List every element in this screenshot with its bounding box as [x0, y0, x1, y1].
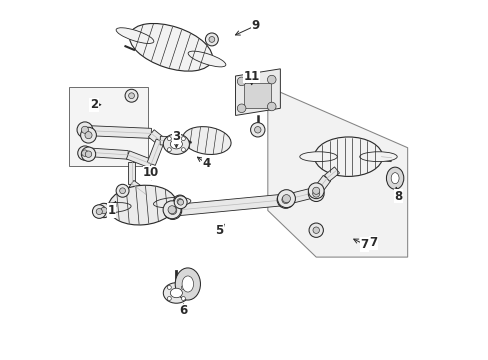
- Circle shape: [116, 184, 129, 197]
- Circle shape: [78, 146, 92, 160]
- Ellipse shape: [108, 185, 176, 225]
- Ellipse shape: [386, 167, 403, 189]
- Ellipse shape: [163, 134, 189, 154]
- Circle shape: [181, 137, 185, 141]
- Circle shape: [178, 199, 183, 205]
- Circle shape: [312, 187, 319, 194]
- Circle shape: [97, 203, 111, 218]
- Circle shape: [85, 151, 92, 157]
- Circle shape: [173, 195, 186, 208]
- Circle shape: [277, 191, 294, 208]
- Circle shape: [81, 147, 96, 161]
- Text: 8: 8: [394, 190, 402, 203]
- Text: 9: 9: [251, 19, 259, 32]
- Circle shape: [81, 150, 88, 156]
- Circle shape: [208, 36, 214, 42]
- Circle shape: [167, 297, 171, 301]
- Ellipse shape: [390, 173, 398, 184]
- Circle shape: [281, 196, 289, 204]
- Circle shape: [181, 297, 185, 301]
- Ellipse shape: [359, 152, 396, 162]
- Polygon shape: [148, 130, 163, 144]
- Circle shape: [205, 33, 218, 46]
- FancyBboxPatch shape: [69, 87, 147, 166]
- Polygon shape: [235, 69, 280, 116]
- Circle shape: [128, 93, 134, 99]
- Ellipse shape: [299, 152, 337, 162]
- Polygon shape: [380, 153, 391, 162]
- Circle shape: [237, 104, 245, 113]
- Circle shape: [167, 285, 171, 289]
- Circle shape: [101, 207, 107, 214]
- Ellipse shape: [153, 197, 190, 208]
- Circle shape: [277, 190, 295, 208]
- Polygon shape: [267, 87, 407, 257]
- Text: 3: 3: [172, 130, 180, 144]
- Ellipse shape: [182, 127, 231, 154]
- Ellipse shape: [170, 139, 182, 149]
- Circle shape: [163, 202, 182, 220]
- Circle shape: [308, 223, 323, 237]
- Ellipse shape: [314, 137, 382, 176]
- Circle shape: [167, 148, 171, 152]
- Circle shape: [85, 132, 92, 139]
- Circle shape: [96, 208, 102, 215]
- Circle shape: [254, 127, 261, 133]
- Circle shape: [168, 206, 176, 214]
- Polygon shape: [284, 188, 315, 204]
- Polygon shape: [127, 162, 135, 184]
- Text: 6: 6: [179, 305, 187, 318]
- Circle shape: [308, 186, 324, 202]
- Circle shape: [167, 137, 171, 141]
- Polygon shape: [129, 180, 148, 198]
- Polygon shape: [84, 126, 151, 138]
- Circle shape: [163, 201, 181, 219]
- Text: 5: 5: [215, 224, 223, 237]
- FancyBboxPatch shape: [244, 83, 271, 108]
- Ellipse shape: [129, 23, 212, 71]
- Circle shape: [181, 148, 185, 152]
- Polygon shape: [126, 151, 152, 168]
- Circle shape: [168, 206, 177, 215]
- Circle shape: [174, 196, 187, 209]
- Text: 7: 7: [360, 238, 368, 251]
- Polygon shape: [147, 139, 164, 165]
- Circle shape: [92, 205, 106, 219]
- Circle shape: [312, 190, 319, 197]
- Circle shape: [312, 227, 319, 233]
- Circle shape: [77, 122, 93, 138]
- Polygon shape: [160, 136, 182, 145]
- Text: 1: 1: [107, 204, 116, 217]
- Ellipse shape: [163, 283, 189, 303]
- Text: 4: 4: [203, 157, 210, 170]
- Circle shape: [237, 77, 245, 86]
- Ellipse shape: [175, 268, 200, 300]
- Circle shape: [81, 126, 88, 133]
- Ellipse shape: [94, 203, 131, 213]
- Circle shape: [267, 75, 276, 84]
- Circle shape: [282, 195, 290, 203]
- Circle shape: [181, 285, 185, 289]
- Circle shape: [267, 102, 276, 111]
- Ellipse shape: [170, 288, 182, 298]
- Text: 10: 10: [143, 166, 159, 179]
- Circle shape: [308, 183, 324, 199]
- Circle shape: [120, 188, 125, 194]
- Text: 11: 11: [243, 69, 259, 82]
- Text: 2: 2: [90, 98, 98, 111]
- Circle shape: [81, 127, 96, 143]
- Polygon shape: [324, 167, 339, 181]
- Circle shape: [250, 123, 264, 137]
- Circle shape: [125, 89, 138, 102]
- Ellipse shape: [116, 28, 154, 44]
- Polygon shape: [84, 148, 128, 159]
- Polygon shape: [312, 175, 330, 195]
- Ellipse shape: [188, 51, 225, 67]
- Ellipse shape: [182, 276, 193, 292]
- Text: 7: 7: [369, 236, 377, 249]
- Polygon shape: [172, 194, 285, 216]
- Circle shape: [177, 199, 183, 204]
